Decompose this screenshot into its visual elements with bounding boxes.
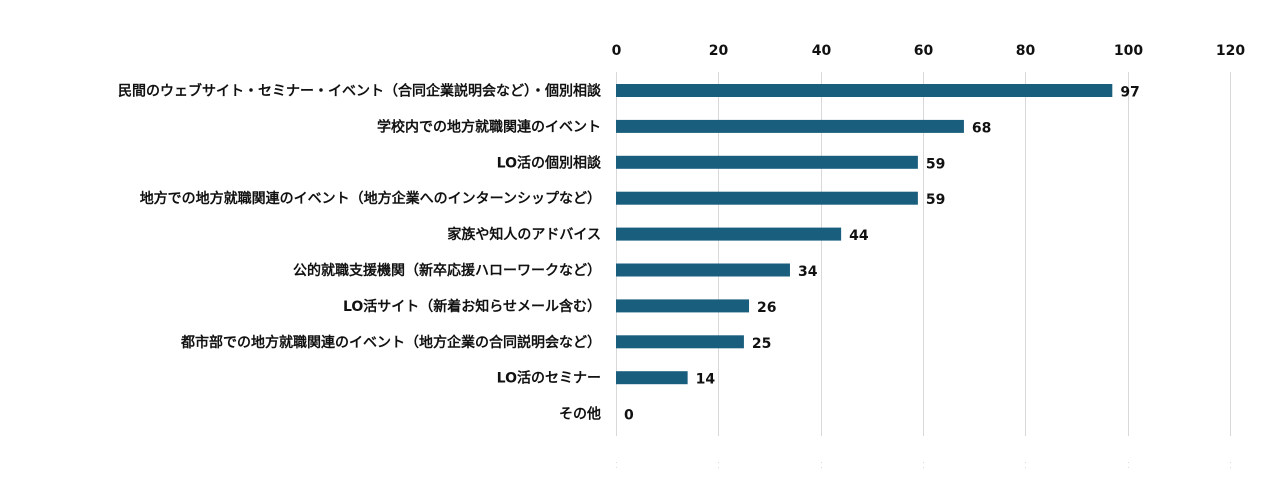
- category-label: LO活サイト（新着お知らせメール含む）: [343, 298, 601, 315]
- x-tick-label: 80: [1016, 43, 1036, 59]
- bar: [616, 335, 744, 349]
- category-label: 民間のウェブサイト・セミナー・イベント（合同企業説明会など）・個別相談: [118, 83, 602, 100]
- data-label: 68: [972, 120, 991, 136]
- category-label: 地方での地方就職関連のイベント（地方企業へのインターンシップなど）: [140, 190, 601, 207]
- data-label: 25: [752, 336, 771, 352]
- category-label: 家族や知人のアドバイス: [447, 226, 601, 243]
- x-tick-label: 40: [812, 43, 832, 59]
- data-label: 14: [696, 372, 716, 388]
- category-label: 学校内での地方就職関連のイベント: [377, 118, 601, 135]
- data-label: 44: [849, 228, 869, 244]
- data-label: 59: [926, 156, 945, 172]
- bar: [616, 263, 790, 277]
- x-tick-label: 60: [914, 43, 934, 59]
- category-label: その他: [559, 406, 601, 423]
- category-labels: 民間のウェブサイト・セミナー・イベント（合同企業説明会など）・個別相談学校内での…: [118, 83, 602, 423]
- bar: [616, 227, 842, 241]
- data-labels: 97 68 59 59 44 34 26 25 14 0: [624, 85, 1140, 424]
- bar: [616, 119, 964, 133]
- data-label: 0: [624, 408, 634, 424]
- bar: [616, 299, 750, 313]
- data-label: 59: [926, 192, 945, 208]
- bars: [616, 84, 1113, 385]
- x-axis-ticks: 0 20 40 60 80 100 120: [612, 43, 1246, 59]
- x-tick-label: 100: [1114, 43, 1143, 59]
- x-tick-label: 120: [1216, 43, 1245, 59]
- category-label: 公的就職支援機関（新卒応援ハローワークなど）: [293, 262, 601, 279]
- data-label: 26: [757, 300, 776, 316]
- category-label: LO活の個別相談: [497, 154, 602, 171]
- x-tick-label: 20: [709, 43, 729, 59]
- bar: [616, 155, 918, 169]
- data-label: 34: [798, 264, 818, 280]
- bar: [616, 84, 1113, 97]
- category-label: LO活のセミナー: [497, 370, 601, 387]
- bar: [616, 191, 918, 205]
- data-label: 97: [1120, 85, 1139, 101]
- x-tick-label: 0: [612, 43, 622, 59]
- category-label: 都市部での地方就職関連のイベント（地方企業の合同説明会など）: [180, 334, 601, 351]
- bar: [616, 371, 688, 385]
